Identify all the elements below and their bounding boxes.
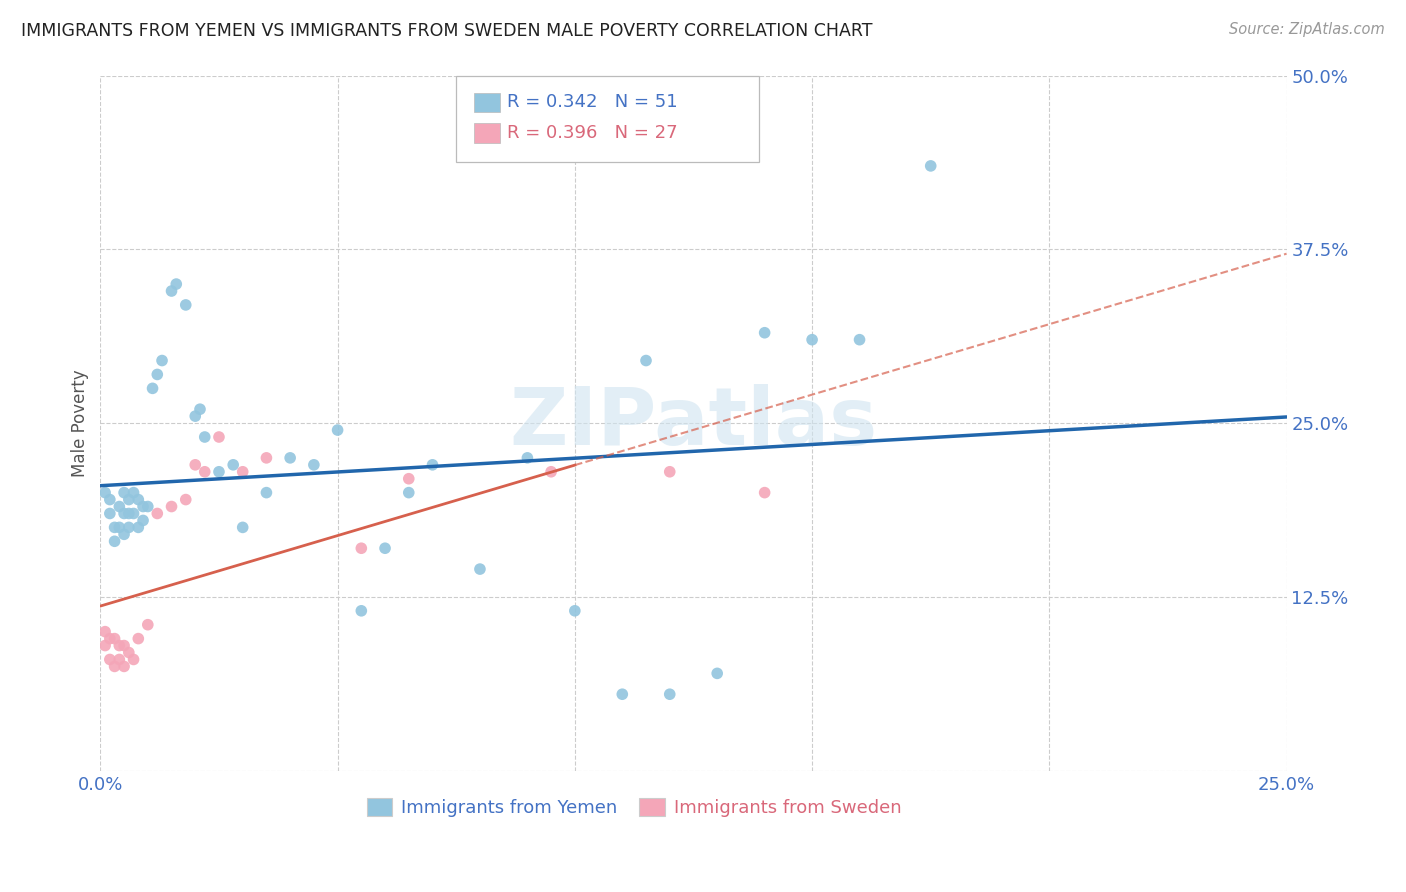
Point [103,534,125,549]
Point [350,541,373,556]
Point [132,500,155,514]
Point [278,450,301,465]
Point [254,485,277,500]
Point [184,458,207,472]
Point [112,639,135,653]
Point [146,507,169,521]
Point [127,520,149,534]
Point [754,326,776,340]
Point [98,652,121,666]
Point [232,520,254,534]
Point [398,485,420,500]
Point [108,500,131,514]
Text: IMMIGRANTS FROM YEMEN VS IMMIGRANTS FROM SWEDEN MALE POVERTY CORRELATION CHART: IMMIGRANTS FROM YEMEN VS IMMIGRANTS FROM… [21,22,873,40]
FancyBboxPatch shape [474,93,501,112]
Point [706,666,728,681]
Point [516,450,538,465]
Point [118,507,141,521]
Point [132,513,155,527]
Point [136,617,159,632]
Point [103,520,125,534]
Point [112,527,135,541]
Point [98,632,121,646]
Point [848,333,870,347]
Point [634,353,657,368]
Point [98,507,121,521]
Point [108,639,131,653]
Point [194,430,217,444]
Point [103,632,125,646]
Point [350,604,373,618]
Point [94,485,117,500]
Point [188,402,211,417]
Text: Source: ZipAtlas.com: Source: ZipAtlas.com [1229,22,1385,37]
Point [540,465,562,479]
Point [326,423,349,437]
Point [112,659,135,673]
Text: R = 0.342   N = 51: R = 0.342 N = 51 [508,93,678,111]
Point [108,652,131,666]
Point [194,465,217,479]
Text: ZIPatlas: ZIPatlas [509,384,877,462]
Point [208,465,231,479]
Point [122,507,145,521]
Point [374,541,396,556]
FancyBboxPatch shape [456,76,759,162]
Point [94,624,117,639]
Point [398,472,420,486]
Point [468,562,491,576]
Y-axis label: Male Poverty: Male Poverty [72,369,89,477]
Point [127,632,149,646]
Point [658,465,681,479]
Point [112,507,135,521]
Point [165,277,187,291]
Point [146,368,169,382]
Point [108,520,131,534]
FancyBboxPatch shape [474,123,501,143]
Point [103,659,125,673]
Point [127,492,149,507]
Point [112,485,135,500]
Legend: Immigrants from Yemen, Immigrants from Sweden: Immigrants from Yemen, Immigrants from S… [360,791,908,824]
Point [94,639,117,653]
Point [222,458,245,472]
Point [801,333,824,347]
Point [302,458,325,472]
Point [422,458,444,472]
Point [150,353,173,368]
Point [98,492,121,507]
Point [160,500,183,514]
Point [920,159,942,173]
Point [564,604,586,618]
Point [208,430,231,444]
Text: R = 0.396   N = 27: R = 0.396 N = 27 [508,123,678,142]
Point [122,485,145,500]
Point [118,646,141,660]
Point [658,687,681,701]
Point [136,500,159,514]
Point [160,284,183,298]
Point [232,465,254,479]
Point [612,687,634,701]
Point [174,492,197,507]
Point [141,381,163,395]
Point [118,492,141,507]
Point [122,652,145,666]
Point [184,409,207,424]
Point [254,450,277,465]
Point [754,485,776,500]
Point [118,520,141,534]
Point [174,298,197,312]
